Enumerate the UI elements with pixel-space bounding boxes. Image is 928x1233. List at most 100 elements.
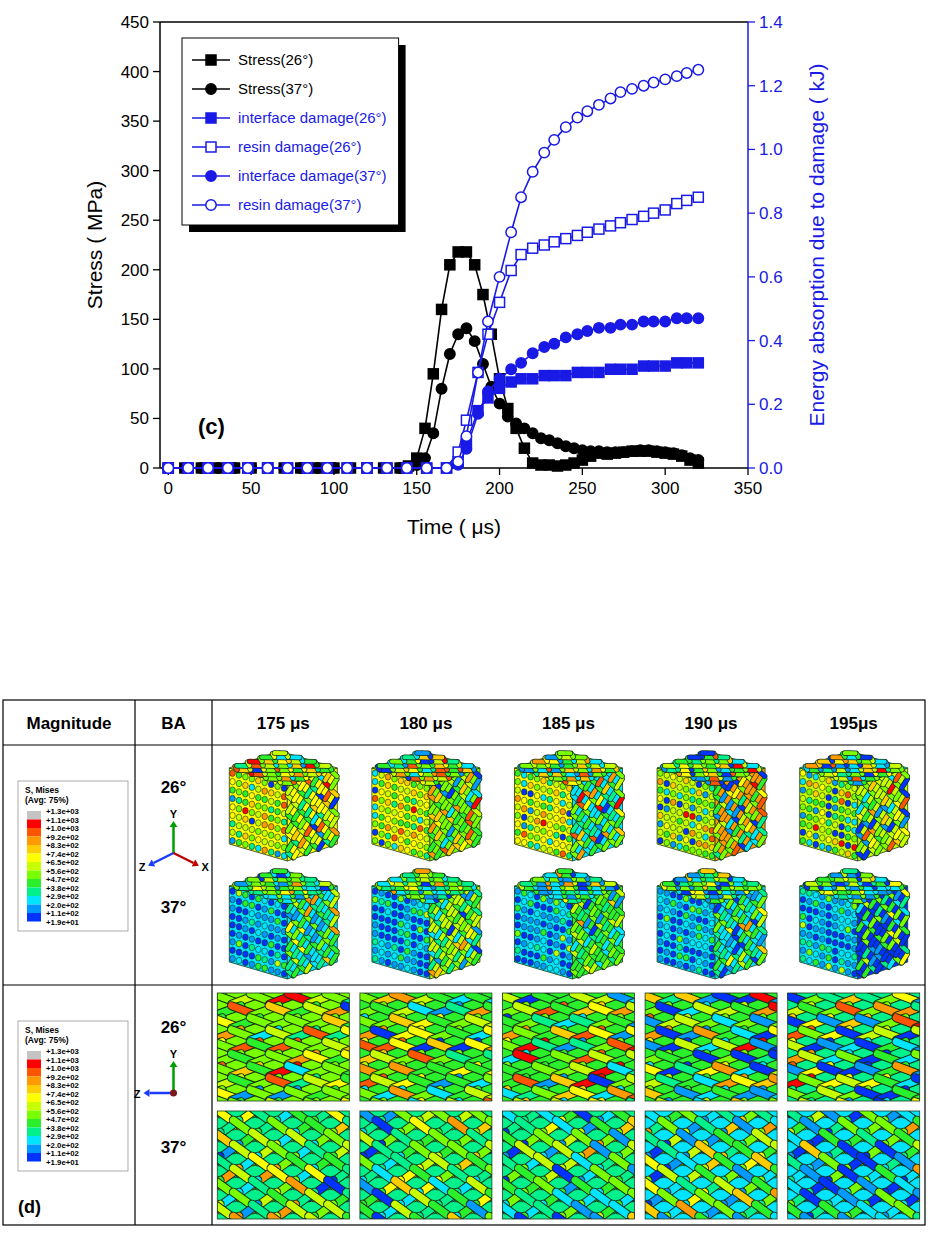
tow-end bbox=[262, 839, 268, 845]
tow-end bbox=[554, 840, 560, 846]
tow-end bbox=[249, 826, 255, 832]
series-line bbox=[168, 318, 698, 468]
tow-end bbox=[398, 837, 404, 843]
tow-end bbox=[268, 781, 274, 787]
tow-outline bbox=[331, 935, 337, 944]
data-point bbox=[615, 319, 625, 329]
tow-end bbox=[243, 774, 249, 780]
tow-outline bbox=[474, 935, 480, 944]
data-point bbox=[461, 431, 471, 441]
tow-end bbox=[405, 906, 411, 912]
tow-end bbox=[372, 913, 378, 919]
tow-end bbox=[411, 908, 417, 914]
y2-tick bbox=[748, 276, 755, 277]
data-point bbox=[445, 260, 455, 270]
y2-tick bbox=[748, 467, 755, 468]
tow-end bbox=[379, 957, 385, 963]
data-point bbox=[183, 463, 193, 473]
tow-end bbox=[417, 969, 423, 975]
data-point bbox=[561, 122, 571, 132]
tow-outline bbox=[474, 946, 480, 951]
tow bbox=[617, 798, 623, 807]
tow-end bbox=[411, 933, 417, 939]
tow-end bbox=[385, 824, 391, 830]
y2-tick bbox=[748, 21, 755, 22]
tow-end bbox=[398, 828, 404, 834]
table-border bbox=[3, 700, 925, 1225]
tow-end bbox=[567, 802, 573, 808]
tow bbox=[417, 869, 428, 873]
tow-end bbox=[275, 960, 281, 966]
data-point bbox=[582, 367, 592, 377]
tow-end bbox=[268, 967, 274, 973]
tow bbox=[331, 908, 337, 913]
tow-end bbox=[236, 932, 242, 938]
tow-end bbox=[405, 830, 411, 836]
tow-end bbox=[411, 950, 417, 956]
tow-end bbox=[405, 822, 411, 828]
tow-end bbox=[372, 905, 378, 911]
y-tick bbox=[153, 467, 160, 468]
data-point bbox=[243, 463, 253, 473]
tow-end bbox=[411, 899, 417, 905]
tow-end bbox=[398, 955, 404, 961]
tow-end bbox=[275, 800, 281, 806]
tow-outline bbox=[274, 750, 285, 756]
tow-outline bbox=[331, 779, 337, 788]
data-point bbox=[263, 463, 273, 473]
data-point bbox=[322, 463, 332, 473]
tow-end bbox=[230, 888, 236, 894]
tow bbox=[331, 935, 337, 944]
tow-end bbox=[411, 798, 417, 804]
tow-end bbox=[424, 785, 430, 791]
tow-end bbox=[255, 837, 261, 843]
axis-triad-label: Z bbox=[139, 861, 146, 873]
tow-end bbox=[230, 930, 236, 936]
tow-outline bbox=[331, 790, 337, 795]
data-point bbox=[223, 463, 233, 473]
tow-end bbox=[262, 914, 268, 920]
table-rule bbox=[3, 984, 925, 985]
series-line bbox=[168, 328, 698, 468]
tow-end bbox=[268, 824, 274, 830]
tow-end bbox=[236, 949, 242, 955]
data-point bbox=[549, 237, 559, 247]
tow-end bbox=[249, 927, 255, 933]
tow bbox=[331, 916, 337, 925]
tow-end bbox=[372, 838, 378, 844]
column-head: 180 μs bbox=[399, 714, 452, 733]
data-point bbox=[362, 463, 372, 473]
tow-end bbox=[379, 823, 385, 829]
tow bbox=[331, 954, 337, 963]
x-tick bbox=[499, 468, 500, 475]
tow-end bbox=[385, 900, 391, 906]
model-face bbox=[515, 751, 623, 785]
tow-end bbox=[411, 916, 417, 922]
tow-end bbox=[541, 828, 547, 834]
tow-end bbox=[554, 798, 560, 804]
tow-end bbox=[255, 803, 261, 809]
tow-outline bbox=[474, 809, 480, 814]
tow-end bbox=[262, 906, 268, 912]
tow-end bbox=[372, 821, 378, 827]
tow-end bbox=[255, 929, 261, 935]
data-point bbox=[516, 358, 526, 368]
tow-end bbox=[385, 926, 391, 932]
data-point bbox=[516, 192, 526, 202]
tow-end bbox=[411, 840, 417, 846]
data-point bbox=[639, 211, 649, 221]
tow-end bbox=[392, 944, 398, 950]
tow-end bbox=[392, 927, 398, 933]
tow-end bbox=[268, 916, 274, 922]
data-point bbox=[473, 367, 483, 377]
tow-end bbox=[392, 902, 398, 908]
x-tick bbox=[747, 468, 748, 475]
tow-end bbox=[424, 903, 430, 909]
tow-end bbox=[515, 770, 521, 776]
y2-tick-label: 1.2 bbox=[759, 77, 783, 96]
tow-end bbox=[554, 824, 560, 830]
tow bbox=[331, 798, 337, 807]
tow-end bbox=[392, 843, 398, 849]
tow-end bbox=[417, 842, 423, 848]
tow-end bbox=[385, 917, 391, 923]
